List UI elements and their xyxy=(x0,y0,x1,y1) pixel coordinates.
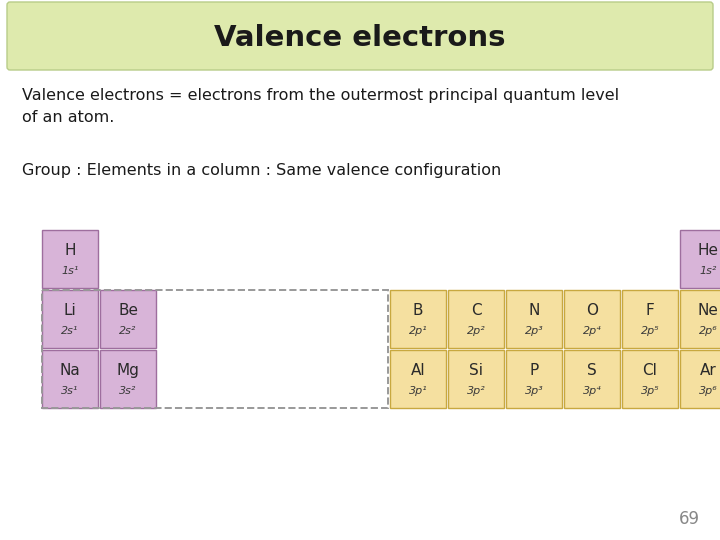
Text: 3s²: 3s² xyxy=(120,386,137,396)
Text: Valence electrons: Valence electrons xyxy=(215,24,505,52)
Bar xyxy=(42,230,98,288)
Text: B: B xyxy=(413,303,423,319)
Text: Al: Al xyxy=(410,363,426,379)
Bar xyxy=(680,350,720,408)
Text: Si: Si xyxy=(469,363,483,379)
Bar xyxy=(564,350,620,408)
Text: 3p²: 3p² xyxy=(467,386,485,396)
Text: H: H xyxy=(64,244,76,258)
Text: N: N xyxy=(528,303,540,319)
Text: Cl: Cl xyxy=(642,363,657,379)
Bar xyxy=(448,290,504,348)
Bar xyxy=(100,350,156,408)
Bar xyxy=(42,290,98,348)
Bar xyxy=(390,350,446,408)
Text: Valence electrons = electrons from the outermost principal quantum level
of an a: Valence electrons = electrons from the o… xyxy=(22,88,619,125)
Bar xyxy=(448,350,504,408)
Bar xyxy=(42,290,388,408)
Text: 2p¹: 2p¹ xyxy=(409,326,428,335)
Bar xyxy=(506,290,562,348)
Text: 3p⁵: 3p⁵ xyxy=(641,386,660,396)
Text: Be: Be xyxy=(118,303,138,319)
Text: Li: Li xyxy=(63,303,76,319)
Text: 1s¹: 1s¹ xyxy=(61,266,78,275)
Bar xyxy=(564,290,620,348)
Text: 3s¹: 3s¹ xyxy=(61,386,78,396)
Text: 3p¹: 3p¹ xyxy=(409,386,428,396)
Bar xyxy=(390,290,446,348)
Text: 3p³: 3p³ xyxy=(525,386,544,396)
Text: F: F xyxy=(646,303,654,319)
FancyBboxPatch shape xyxy=(7,2,713,70)
Bar xyxy=(622,350,678,408)
Text: O: O xyxy=(586,303,598,319)
Text: 3p⁴: 3p⁴ xyxy=(582,386,601,396)
Text: 1s²: 1s² xyxy=(699,266,716,275)
Bar xyxy=(622,290,678,348)
Bar xyxy=(506,350,562,408)
Bar xyxy=(680,290,720,348)
Text: Na: Na xyxy=(60,363,81,379)
Text: He: He xyxy=(698,244,719,258)
Text: 69: 69 xyxy=(679,510,700,528)
Text: 2p⁴: 2p⁴ xyxy=(582,326,601,335)
Text: P: P xyxy=(529,363,539,379)
Text: Ar: Ar xyxy=(700,363,716,379)
Text: 3p⁶: 3p⁶ xyxy=(698,386,717,396)
Text: C: C xyxy=(471,303,481,319)
Text: Ne: Ne xyxy=(698,303,719,319)
Bar xyxy=(100,290,156,348)
Bar xyxy=(42,350,98,408)
Text: 2s²: 2s² xyxy=(120,326,137,335)
Bar xyxy=(680,230,720,288)
Text: 2p⁶: 2p⁶ xyxy=(698,326,717,335)
Text: 2p³: 2p³ xyxy=(525,326,544,335)
Text: 2s¹: 2s¹ xyxy=(61,326,78,335)
Text: Group : Elements in a column : Same valence configuration: Group : Elements in a column : Same vale… xyxy=(22,163,501,178)
Text: Mg: Mg xyxy=(117,363,140,379)
Text: S: S xyxy=(587,363,597,379)
Text: 2p⁵: 2p⁵ xyxy=(641,326,660,335)
Text: 2p²: 2p² xyxy=(467,326,485,335)
